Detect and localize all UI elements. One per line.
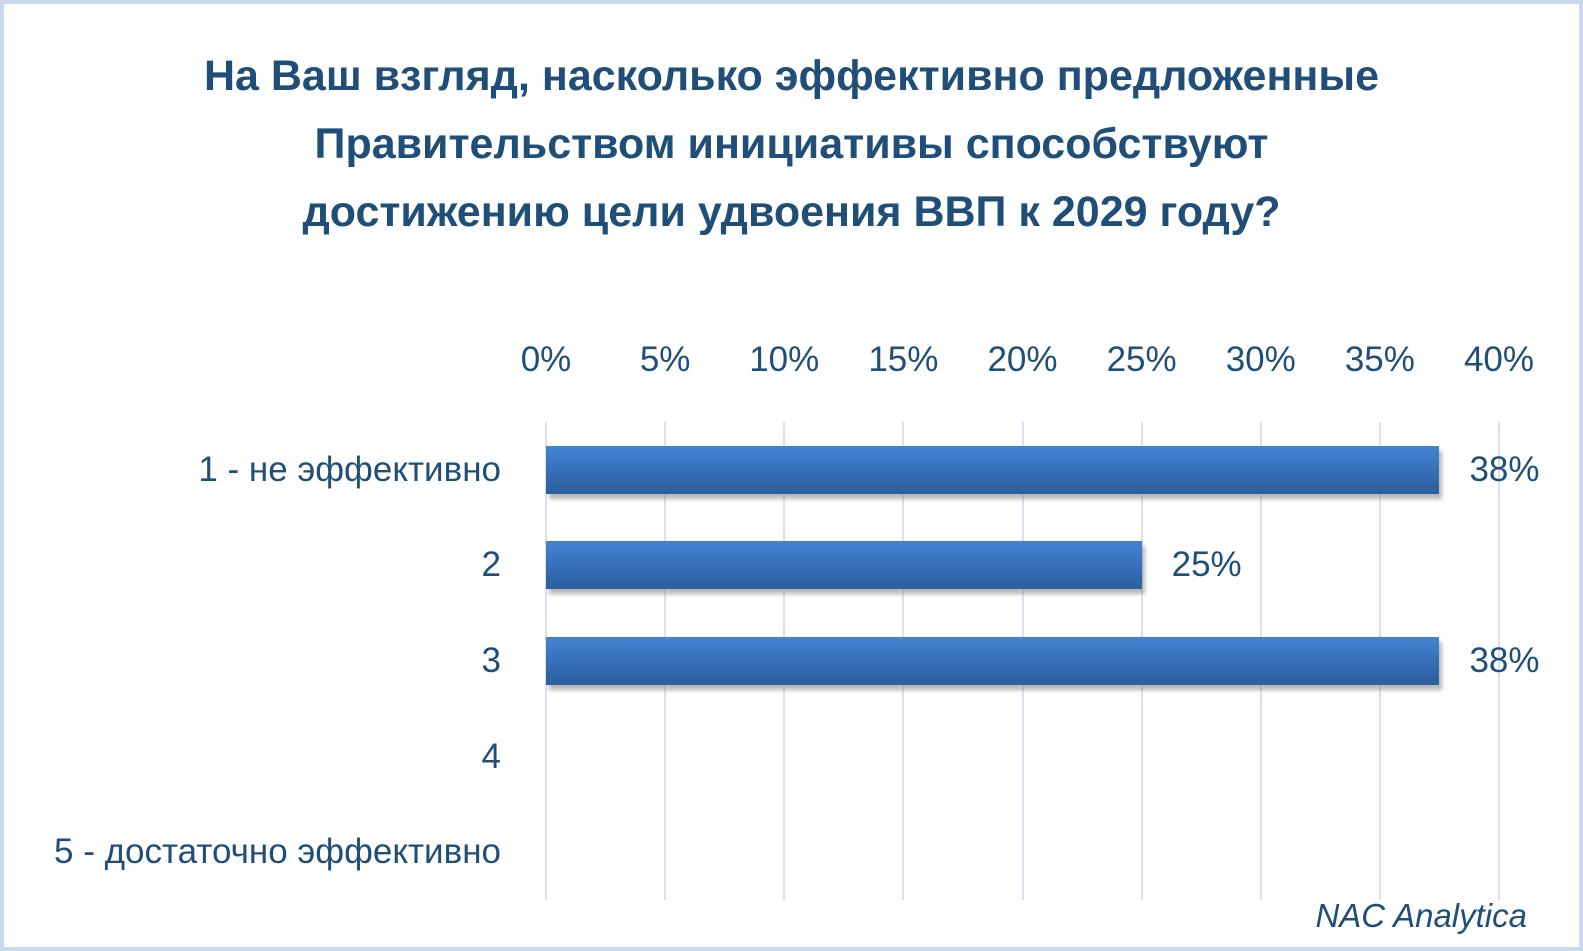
- bar: [546, 541, 1142, 590]
- plot-area: 38% 25% 38%: [545, 422, 1540, 900]
- bar-value-label: 25%: [1171, 545, 1242, 585]
- bar-row: [546, 804, 1499, 900]
- category-label: 3: [481, 640, 501, 680]
- bar: [546, 445, 1440, 494]
- category-label: 1 - не эффективно: [198, 449, 501, 489]
- bar-row: 38%: [546, 422, 1540, 518]
- gridline: [1498, 422, 1500, 900]
- chart-title: На Ваш взгляд, насколько эффективно пред…: [203, 52, 1380, 236]
- x-tick-label: 0%: [520, 340, 572, 379]
- category-label: 5 - достаточно эффективно: [54, 832, 501, 872]
- category-label: 2: [481, 545, 501, 585]
- x-tick-label: 20%: [987, 340, 1058, 379]
- x-tick-label: 30%: [1225, 340, 1296, 379]
- x-tick-label: 35%: [1344, 340, 1415, 379]
- bar: [546, 636, 1440, 685]
- x-tick-label: 10%: [749, 340, 820, 379]
- source-credit: NAC Analytica: [1315, 897, 1527, 934]
- x-tick-label: 15%: [868, 340, 939, 379]
- bar-row: 25%: [546, 518, 1499, 614]
- x-axis: 0% 5% 10% 15% 20% 25% 30% 35% 40%: [521, 340, 1534, 384]
- x-tick-label: 40%: [1463, 340, 1535, 379]
- x-tick-label: 25%: [1106, 340, 1177, 379]
- category-label: 4: [481, 736, 501, 776]
- x-tick-label: 5%: [639, 340, 691, 379]
- bar-value-label: 38%: [1469, 449, 1540, 489]
- bar-row: [546, 709, 1499, 805]
- y-axis-category-labels: 1 - не эффективно 2 3 4 5 - достаточно эффек…: [24, 422, 501, 900]
- bar-value-label: 38%: [1469, 640, 1540, 680]
- bar-row: 38%: [546, 613, 1540, 709]
